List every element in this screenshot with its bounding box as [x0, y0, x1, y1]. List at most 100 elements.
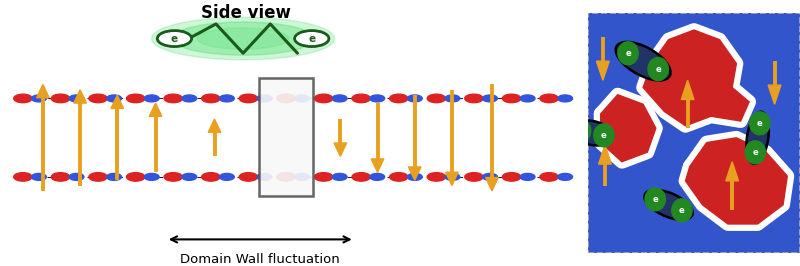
Circle shape: [540, 173, 558, 181]
Circle shape: [277, 173, 295, 181]
Circle shape: [370, 173, 385, 180]
Circle shape: [294, 31, 329, 47]
Circle shape: [89, 94, 107, 103]
Circle shape: [314, 94, 333, 103]
Circle shape: [294, 173, 310, 180]
Circle shape: [645, 188, 666, 211]
Circle shape: [570, 119, 590, 142]
Text: e: e: [655, 65, 661, 74]
Circle shape: [69, 173, 84, 180]
Circle shape: [51, 173, 70, 181]
Bar: [258, 78, 313, 196]
Circle shape: [69, 95, 84, 102]
Circle shape: [465, 94, 483, 103]
Ellipse shape: [151, 17, 334, 60]
Circle shape: [257, 95, 272, 102]
Circle shape: [126, 173, 145, 181]
Circle shape: [482, 95, 498, 102]
Circle shape: [540, 94, 558, 103]
Circle shape: [219, 173, 234, 180]
Ellipse shape: [616, 42, 670, 80]
Circle shape: [106, 173, 122, 180]
Circle shape: [407, 95, 422, 102]
Circle shape: [750, 112, 770, 135]
Circle shape: [277, 94, 295, 103]
Circle shape: [239, 94, 258, 103]
Text: e: e: [601, 131, 607, 140]
Circle shape: [31, 95, 46, 102]
Circle shape: [390, 94, 408, 103]
Circle shape: [352, 94, 370, 103]
Circle shape: [558, 95, 573, 102]
Circle shape: [314, 173, 333, 181]
FancyArrow shape: [597, 61, 610, 80]
Circle shape: [558, 173, 573, 180]
Circle shape: [144, 95, 159, 102]
Circle shape: [352, 173, 370, 181]
Ellipse shape: [746, 112, 769, 164]
Circle shape: [164, 94, 182, 103]
Circle shape: [14, 173, 32, 181]
Circle shape: [745, 141, 766, 164]
FancyArrow shape: [486, 178, 498, 191]
Circle shape: [144, 173, 159, 180]
Circle shape: [239, 173, 258, 181]
Circle shape: [164, 173, 182, 181]
FancyArrow shape: [74, 90, 86, 103]
FancyArrow shape: [37, 85, 49, 98]
FancyArrow shape: [598, 145, 611, 164]
Circle shape: [445, 173, 460, 180]
Circle shape: [672, 199, 692, 222]
Circle shape: [520, 173, 535, 180]
Circle shape: [445, 95, 460, 102]
FancyArrow shape: [726, 162, 738, 181]
Text: e: e: [171, 34, 178, 44]
FancyArrow shape: [371, 159, 384, 172]
Ellipse shape: [644, 190, 693, 220]
Circle shape: [390, 173, 408, 181]
Text: e: e: [625, 49, 631, 58]
Text: Domain Wall fluctuation: Domain Wall fluctuation: [180, 253, 340, 266]
Text: e: e: [753, 148, 758, 157]
Circle shape: [158, 31, 192, 47]
FancyArrow shape: [111, 95, 123, 109]
Text: −: −: [314, 26, 321, 35]
Circle shape: [182, 95, 197, 102]
Circle shape: [427, 173, 446, 181]
FancyArrow shape: [768, 85, 781, 104]
Circle shape: [502, 173, 521, 181]
Text: Side view: Side view: [201, 4, 291, 22]
Circle shape: [427, 94, 446, 103]
Ellipse shape: [198, 28, 289, 49]
Polygon shape: [601, 95, 656, 162]
Ellipse shape: [571, 120, 613, 146]
Circle shape: [202, 94, 220, 103]
Circle shape: [51, 94, 70, 103]
Circle shape: [106, 95, 122, 102]
Circle shape: [257, 173, 272, 180]
Circle shape: [465, 173, 483, 181]
Text: e: e: [679, 206, 685, 215]
Circle shape: [332, 173, 347, 180]
FancyArrow shape: [334, 143, 346, 156]
Circle shape: [370, 95, 385, 102]
Text: e: e: [308, 34, 315, 44]
FancyArrow shape: [208, 119, 221, 132]
Circle shape: [31, 173, 46, 180]
Circle shape: [502, 94, 521, 103]
Circle shape: [202, 173, 220, 181]
Text: e: e: [578, 126, 583, 135]
Circle shape: [182, 173, 197, 180]
Circle shape: [14, 94, 32, 103]
FancyArrow shape: [446, 172, 458, 186]
Circle shape: [126, 94, 145, 103]
Circle shape: [618, 42, 638, 65]
Circle shape: [332, 95, 347, 102]
Polygon shape: [643, 30, 749, 126]
Circle shape: [520, 95, 535, 102]
Text: e: e: [652, 195, 658, 204]
Circle shape: [482, 173, 498, 180]
FancyArrow shape: [150, 103, 162, 117]
Ellipse shape: [172, 22, 314, 55]
FancyArrow shape: [682, 80, 694, 99]
